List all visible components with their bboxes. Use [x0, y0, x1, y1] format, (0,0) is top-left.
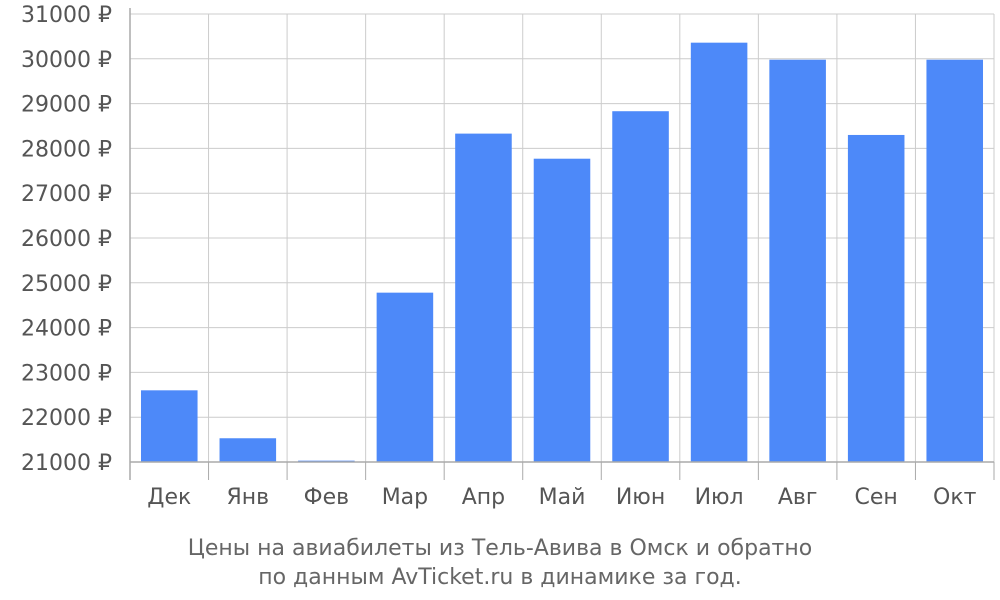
x-tick-label: Авг [778, 485, 818, 510]
y-tick-label: 26000 ₽ [21, 227, 112, 252]
x-tick-label: Дек [147, 485, 191, 510]
caption-line-1: Цены на авиабилеты из Тель-Авива в Омск … [188, 536, 812, 561]
x-tick-label: Июл [695, 485, 744, 510]
x-tick-label: Май [539, 485, 586, 510]
y-tick-label: 21000 ₽ [21, 451, 112, 476]
bar-Янв [219, 438, 277, 462]
y-tick-label: 31000 ₽ [21, 3, 112, 28]
chart-caption: Цены на авиабилеты из Тель-Авива в Омск … [188, 536, 812, 590]
y-tick-label: 24000 ₽ [21, 317, 112, 342]
bar-Мар [376, 292, 434, 462]
x-tick-label: Июн [616, 485, 665, 510]
tick-labels: 21000 ₽ 22000 ₽ 23000 ₽ 24000 ₽ 25000 ₽ 26000… [21, 3, 977, 510]
x-tick-label: Сен [855, 485, 898, 510]
bar-Дек [140, 390, 198, 462]
x-tick-label: Янв [226, 485, 269, 510]
y-tick-label: 22000 ₽ [21, 406, 112, 431]
x-tick-label: Мар [382, 485, 428, 510]
y-tick-label: 27000 ₽ [21, 182, 112, 207]
bar-Авг [769, 59, 826, 463]
bar-Июл [690, 42, 748, 463]
axes [129, 8, 995, 480]
bar-Май [533, 158, 591, 463]
y-tick-label: 28000 ₽ [21, 137, 112, 162]
bar-Окт [926, 59, 984, 463]
bar-Апр [455, 133, 512, 462]
bar-Июн [612, 111, 669, 462]
y-tick-label: 25000 ₽ [21, 272, 112, 297]
y-tick-label: 30000 ₽ [21, 48, 112, 73]
x-tick-label: Фев [304, 485, 349, 510]
bars [140, 42, 984, 463]
y-tick-label: 23000 ₽ [21, 361, 112, 386]
x-tick-label: Окт [933, 485, 977, 510]
bar-Сен [847, 134, 905, 462]
x-tick-label: Апр [462, 485, 505, 510]
caption-line-2: по данным AvTicket.ru в динамике за год. [258, 565, 742, 590]
y-tick-label: 29000 ₽ [21, 93, 112, 118]
